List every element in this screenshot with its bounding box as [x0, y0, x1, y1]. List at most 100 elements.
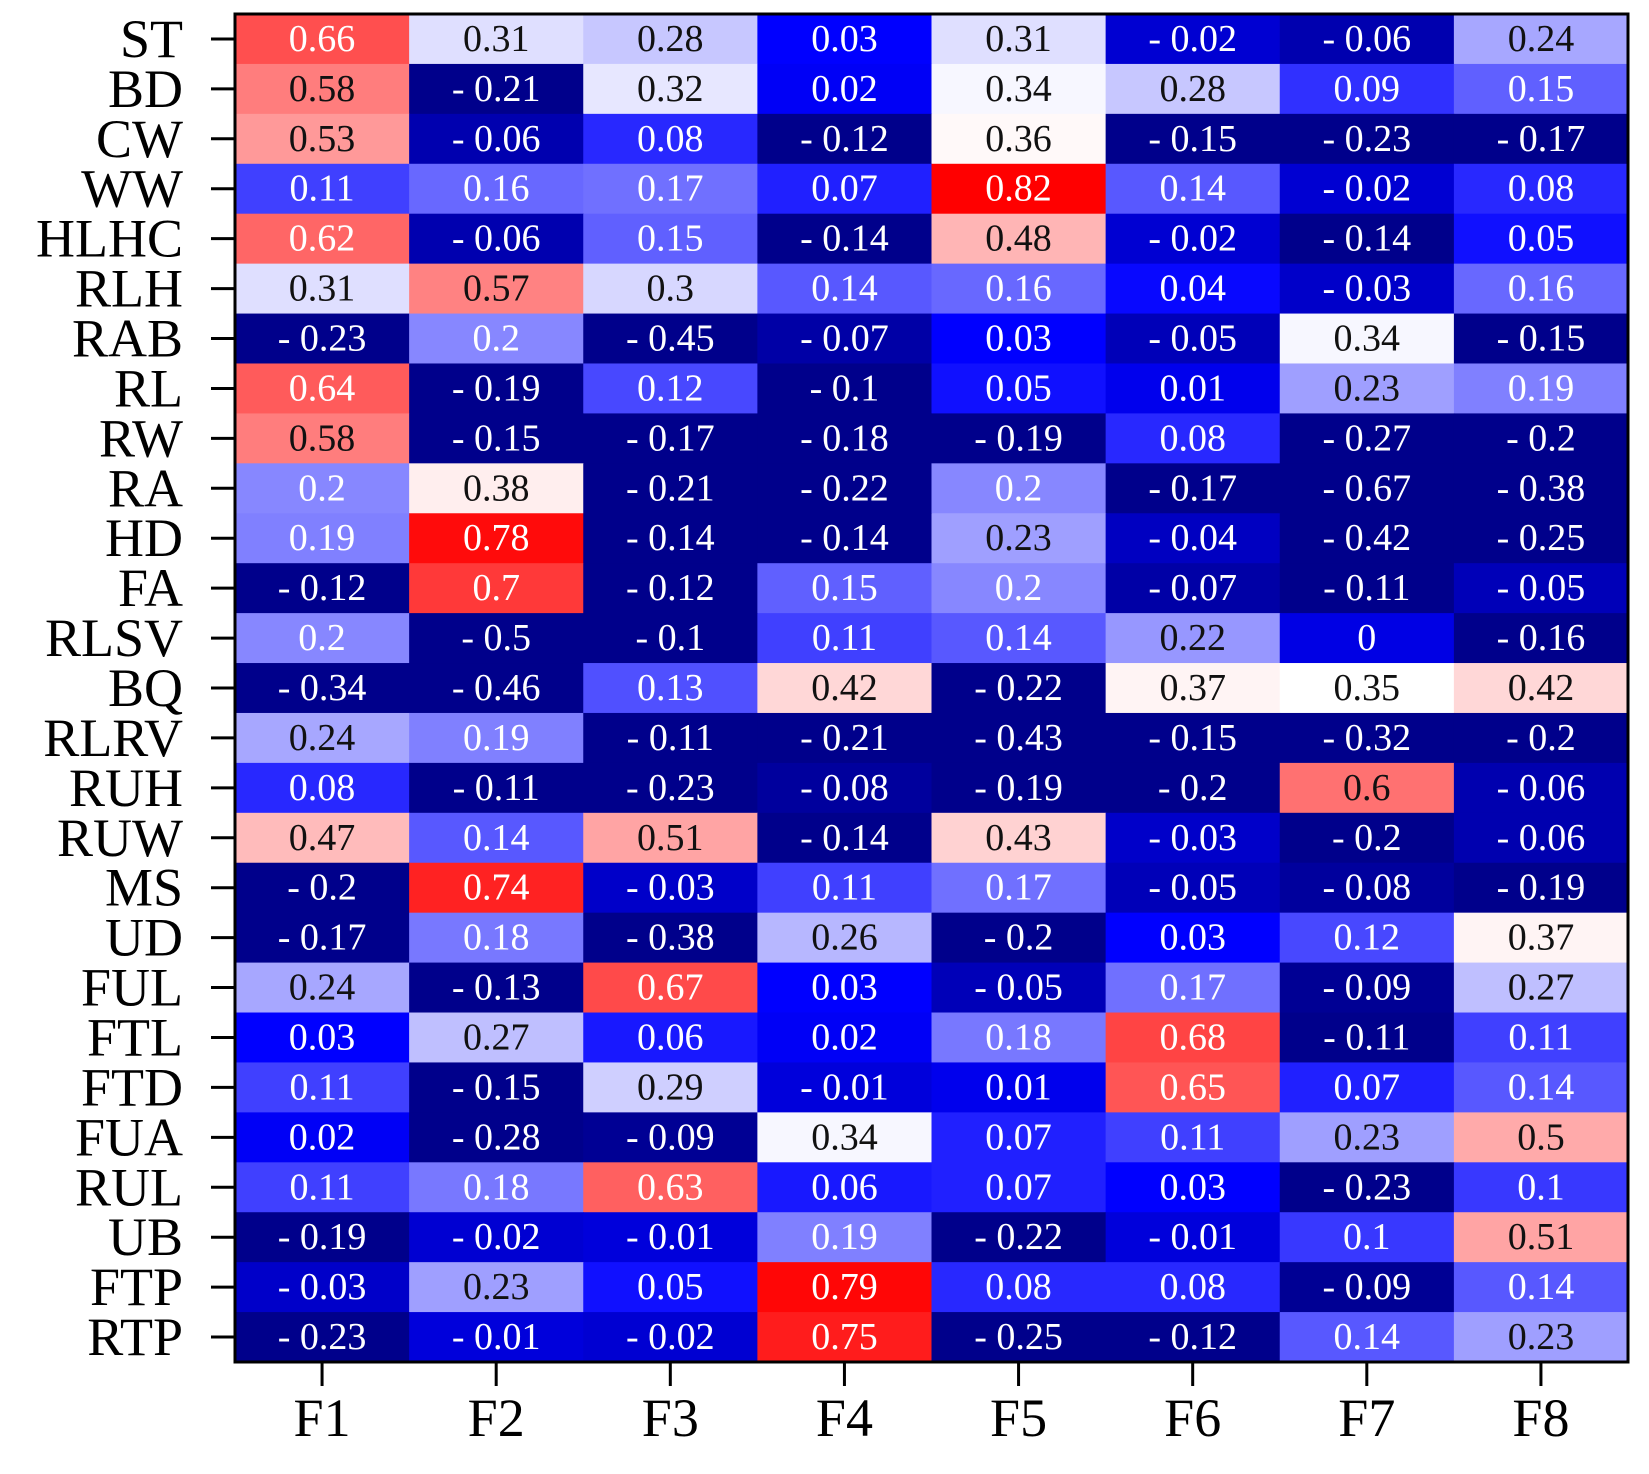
heatmap-cell-ful-f4	[757, 962, 933, 1014]
heatmap-cell-label: 0.08	[1159, 1266, 1226, 1308]
heatmap-cell-label: - 0.27	[1322, 417, 1411, 459]
heatmap-cell-label: 0.02	[289, 1116, 356, 1158]
heatmap-cell-hd-f6	[1105, 513, 1281, 564]
heatmap-cell-label: - 0.09	[1322, 1266, 1411, 1308]
y-tick-label: FUA	[75, 1107, 183, 1167]
heatmap-cell-label: 0.14	[1334, 1316, 1401, 1358]
heatmap-cell-label: 0.18	[463, 1166, 530, 1208]
heatmap-cell-label: - 0.32	[1322, 717, 1411, 759]
heatmap-cell-label: 0.27	[1508, 967, 1575, 1009]
y-tick-label: RW	[99, 408, 183, 468]
heatmap-cell-ruh-f5	[931, 762, 1107, 814]
heatmap-cell-label: - 0.15	[1148, 717, 1237, 759]
heatmap-cell-label: - 0.09	[626, 1116, 715, 1158]
heatmap-cell-label: 0.16	[985, 268, 1052, 310]
heatmap-cell-ftd-f8	[1453, 1062, 1629, 1113]
heatmap-cell-label: 0.15	[1508, 68, 1575, 110]
heatmap-cell-ruh-f3	[583, 762, 758, 814]
heatmap-cell-label: 0.67	[637, 967, 704, 1009]
heatmap-cell-st-f1	[235, 14, 410, 65]
heatmap-cell-bq-f2	[409, 663, 584, 714]
heatmap-cell-label: 0.57	[463, 268, 530, 310]
heatmap-cell-label: - 0.06	[1322, 18, 1411, 60]
heatmap-cell-bq-f1	[235, 663, 410, 714]
heatmap-cell-label: 0.11	[290, 168, 355, 210]
heatmap-cell-fa-f2	[409, 563, 584, 614]
heatmap-cell-rlrv-f2	[409, 712, 584, 764]
heatmap-cell-bd-f1	[235, 63, 410, 115]
heatmap-cell-rw-f2	[409, 413, 584, 464]
heatmap-cell-ra-f6	[1105, 463, 1281, 514]
heatmap-cell-label: 0.78	[463, 517, 530, 559]
heatmap-cell-label: 0.29	[637, 1066, 704, 1108]
heatmap-cell-rtp-f4	[757, 1312, 933, 1363]
heatmap-cell-rab-f4	[757, 313, 933, 365]
heatmap-cell-bd-f8	[1453, 63, 1629, 115]
heatmap-cell-ftd-f6	[1105, 1062, 1281, 1113]
heatmap-cell-label: - 0.12	[800, 118, 889, 160]
heatmap-cell-label: - 0.34	[278, 667, 367, 709]
heatmap-cell-rlsv-f6	[1105, 613, 1281, 664]
heatmap-cell-label: 0.37	[1508, 917, 1575, 959]
heatmap-cell-fua-f5	[931, 1112, 1107, 1163]
heatmap-cell-label: - 0.18	[800, 417, 889, 459]
heatmap-cell-label: 0.13	[637, 667, 704, 709]
heatmap-cell-rl-f3	[583, 363, 758, 415]
heatmap-cell-ub-f6	[1105, 1212, 1281, 1263]
heatmap-cell-rlsv-f5	[931, 613, 1107, 664]
y-tick-label: RL	[114, 358, 183, 418]
heatmap-cell-ruh-f6	[1105, 762, 1281, 814]
heatmap-cell-label: 0.12	[637, 367, 704, 409]
y-tick-label: RTP	[87, 1307, 183, 1367]
heatmap-cell-ful-f3	[583, 962, 758, 1014]
heatmap-cell-label: - 0.02	[626, 1316, 715, 1358]
heatmap-cell-rw-f4	[757, 413, 933, 464]
heatmap-cell-label: 0.58	[289, 68, 356, 110]
heatmap-cell-label: 0.34	[1334, 318, 1401, 360]
heatmap-cell-ud-f5	[931, 912, 1107, 964]
heatmap-cell-label: 0.03	[811, 967, 878, 1009]
heatmap-cell-label: - 0.11	[453, 767, 540, 809]
heatmap-cell-ful-f5	[931, 962, 1107, 1014]
heatmap-cell-cw-f4	[757, 113, 933, 165]
heatmap-cell-label: - 0.02	[452, 1216, 541, 1258]
heatmap-cell-label: 0.11	[290, 1066, 355, 1108]
y-tick-label: RUW	[57, 808, 183, 868]
heatmap-cell-label: 0.24	[289, 967, 356, 1009]
heatmap-cell-label: - 0.08	[800, 767, 889, 809]
heatmap-cell-label: - 0.2	[1506, 417, 1576, 459]
heatmap-cell-ra-f2	[409, 463, 584, 514]
heatmap-cell-hlhc-f6	[1105, 213, 1281, 265]
heatmap-cell-ud-f7	[1279, 912, 1455, 964]
heatmap-cell-label: - 0.11	[1323, 1016, 1410, 1058]
heatmap-cell-label: - 0.02	[1148, 218, 1237, 260]
heatmap-cell-cw-f6	[1105, 113, 1281, 165]
heatmap-cell-label: - 0.67	[1322, 467, 1411, 509]
heatmap-cell-label: - 0.23	[278, 318, 367, 360]
heatmap-cell-label: 0.63	[637, 1166, 704, 1208]
heatmap-cell-label: 0.03	[985, 318, 1052, 360]
heatmap-cell-hlhc-f3	[583, 213, 758, 265]
y-tick-label: HLHC	[36, 209, 183, 269]
heatmap-cell-label: 0.02	[811, 68, 878, 110]
heatmap-cell-label: - 0.19	[974, 767, 1063, 809]
heatmap-cell-label: - 0.22	[800, 467, 889, 509]
heatmap-cell-fa-f5	[931, 563, 1107, 614]
y-tick-label: RUL	[75, 1157, 183, 1217]
heatmap-cell-label: 0.04	[1159, 268, 1226, 310]
x-tick-label: F7	[1338, 1388, 1395, 1448]
heatmap-cell-label: 0.14	[811, 268, 878, 310]
heatmap-cell-rw-f3	[583, 413, 758, 464]
y-tick-label: RLSV	[45, 608, 183, 668]
heatmap-cell-fa-f8	[1453, 563, 1629, 614]
heatmap-cell-label: - 0.43	[974, 717, 1063, 759]
y-tick-label: CW	[96, 109, 183, 169]
heatmap-cell-label: - 0.01	[800, 1066, 889, 1108]
heatmap-cell-ruh-f4	[757, 762, 933, 814]
heatmap-cell-label: - 0.01	[626, 1216, 715, 1258]
y-tick-label: BQ	[108, 658, 183, 718]
heatmap-cell-cw-f3	[583, 113, 758, 165]
heatmap-cell-label: 0.03	[811, 18, 878, 60]
heatmap-cell-rlh-f2	[409, 263, 584, 315]
heatmap-cell-label: - 0.14	[626, 517, 715, 559]
